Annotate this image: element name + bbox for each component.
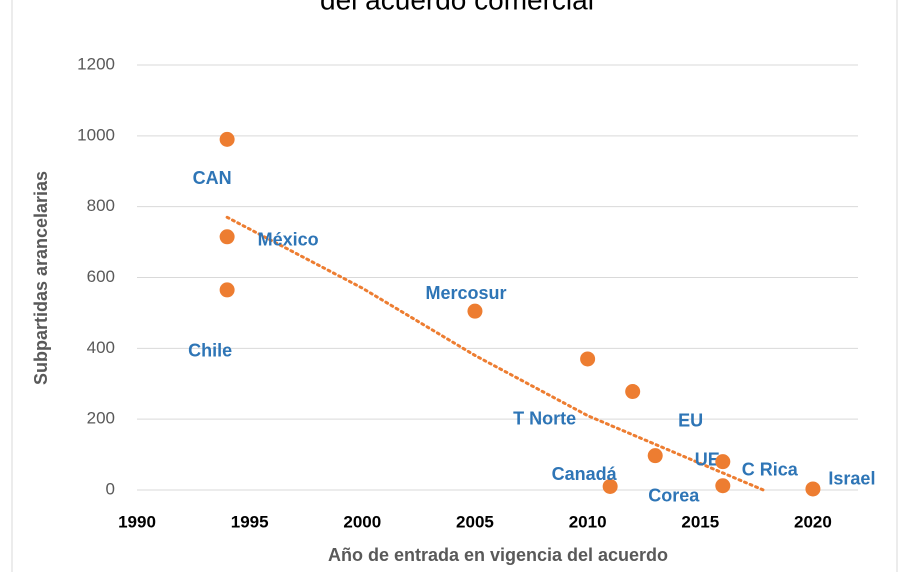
y-tick-label: 200	[87, 409, 115, 428]
data-point	[580, 351, 596, 367]
x-tick-label: 2015	[681, 512, 719, 531]
data-label: Chile	[188, 341, 232, 361]
y-tick-label: 1200	[77, 54, 115, 73]
data-point	[219, 131, 235, 147]
data-point	[625, 384, 641, 400]
y-tick-label: 1000	[77, 125, 115, 144]
data-point	[219, 229, 235, 245]
y-axis-title: Subpartidas arancelarias	[31, 171, 51, 385]
data-point	[602, 478, 618, 494]
data-point	[467, 303, 483, 319]
data-label: CAN	[193, 168, 232, 188]
chart-frame	[11, 0, 898, 572]
data-label: UE	[695, 449, 720, 469]
chart-title: del acuerdo comercial	[320, 0, 594, 15]
x-tick-label: 2010	[569, 512, 607, 531]
data-label: Israel	[828, 469, 875, 489]
data-label: Mercosur	[425, 283, 506, 303]
data-point	[647, 448, 663, 464]
data-point	[805, 481, 821, 497]
y-tick-label: 400	[87, 338, 115, 357]
y-tick-label: 600	[87, 267, 115, 286]
x-tick-label: 2005	[456, 512, 494, 531]
data-label: EU	[678, 410, 703, 430]
y-tick-label: 800	[87, 196, 115, 215]
data-label: Corea	[648, 486, 700, 506]
data-label: T Norte	[513, 409, 576, 429]
y-tick-label: 0	[106, 479, 115, 498]
data-point	[219, 282, 235, 298]
x-tick-label: 1990	[118, 512, 156, 531]
x-tick-label: 1995	[231, 512, 269, 531]
data-label: Canadá	[552, 464, 618, 484]
trendline	[225, 215, 765, 492]
data-point	[715, 454, 731, 470]
x-axis-title: Año de entrada en vigencia del acuerdo	[328, 545, 668, 565]
x-tick-label: 2020	[794, 512, 832, 531]
data-label: México	[258, 230, 319, 250]
data-label: C Rica	[742, 459, 799, 479]
x-tick-label: 2000	[343, 512, 381, 531]
data-point	[715, 478, 731, 494]
